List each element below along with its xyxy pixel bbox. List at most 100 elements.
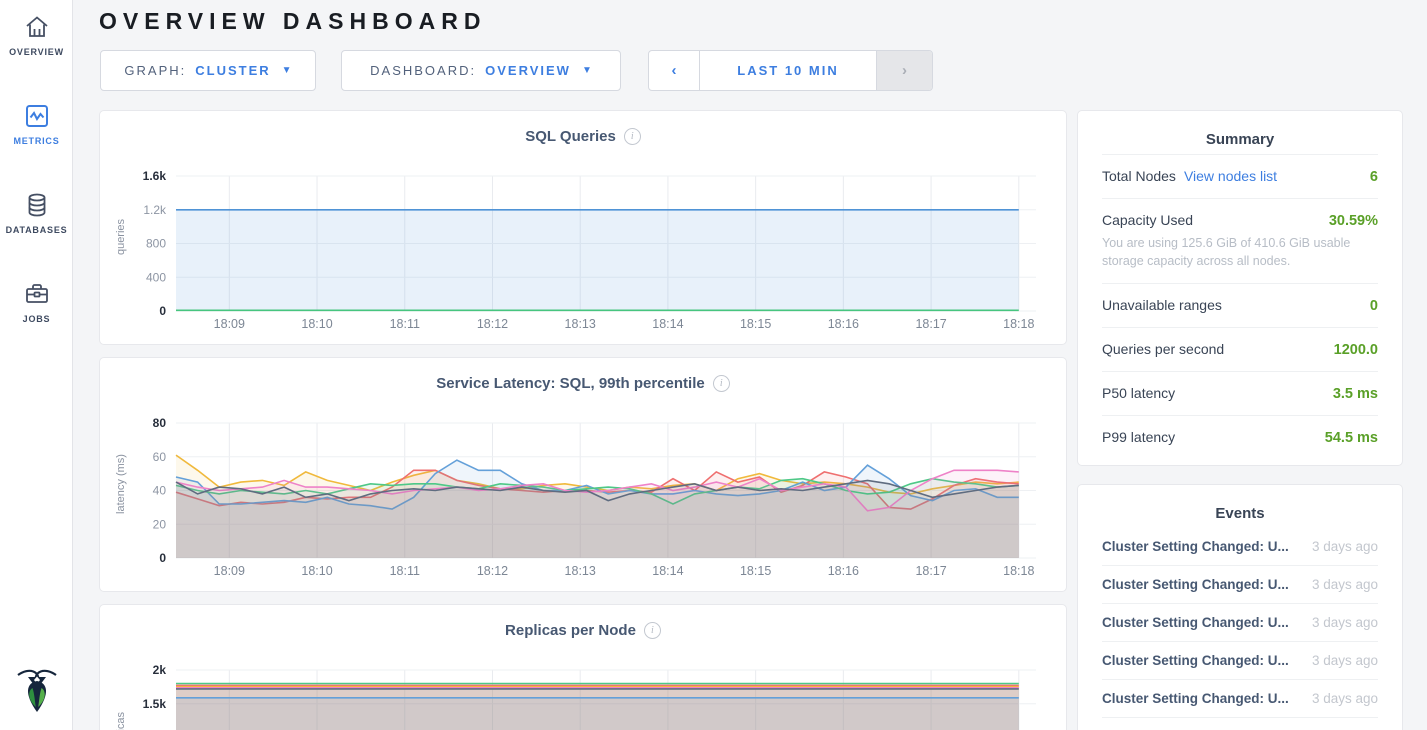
sidebar-item-metrics[interactable]: METRICS	[0, 89, 73, 156]
svg-text:80: 80	[153, 416, 167, 430]
chart-title: Replicas per Node	[505, 622, 636, 639]
unavailable-ranges-value: 0	[1369, 298, 1378, 315]
event-time: 3 days ago	[1311, 539, 1378, 555]
event-text: Cluster Setting Changed: U...	[1102, 615, 1289, 631]
view-nodes-list-link[interactable]: View nodes list	[1183, 168, 1278, 184]
svg-text:1.5k: 1.5k	[143, 697, 167, 711]
right-column: Summary Total Nodes View nodes list 6 Ca…	[1077, 110, 1403, 730]
event-row[interactable]: Cluster Setting Changed: U... 3 days ago	[1102, 679, 1378, 717]
database-icon	[24, 192, 50, 218]
event-text: Cluster Setting Changed: U...	[1102, 577, 1289, 593]
unavailable-ranges-label: Unavailable ranges	[1102, 297, 1222, 314]
summary-panel: Summary Total Nodes View nodes list 6 Ca…	[1077, 110, 1403, 467]
summary-row-total-nodes: Total Nodes View nodes list 6	[1102, 154, 1378, 198]
chevron-down-icon: ▼	[281, 65, 292, 76]
event-time: 3 days ago	[1311, 615, 1378, 631]
event-time: 3 days ago	[1311, 577, 1378, 593]
p99-latency-value: 54.5 ms	[1324, 430, 1378, 447]
svg-text:18:10: 18:10	[301, 564, 332, 578]
svg-text:400: 400	[146, 270, 166, 284]
event-row[interactable]: Cluster Setting Changed: U... 3 days ago	[1102, 603, 1378, 641]
summary-title: Summary	[1205, 131, 1275, 148]
event-row[interactable]: Cluster Setting Changed: U...3 days ago	[1102, 717, 1378, 730]
dashboard-dropdown-value: OVERVIEW	[485, 63, 571, 78]
service-latency-plot[interactable]: 18:09 18:10 18:11 18:12 18:13 18:14 18:15 18:16…	[100, 358, 1068, 593]
capacity-used-label: Capacity Used	[1102, 212, 1194, 228]
events-panel: Events Cluster Setting Changed: U... 3 da…	[1077, 484, 1403, 730]
sidebar-item-label: DATABASES	[5, 225, 68, 235]
p99-latency-label: P99 latency	[1102, 429, 1176, 446]
chevron-down-icon: ▼	[581, 65, 592, 76]
events-list: Cluster Setting Changed: U... 3 days ago C…	[1102, 528, 1378, 730]
home-icon	[24, 14, 50, 40]
svg-text:18:14: 18:14	[652, 317, 683, 331]
svg-text:18:13: 18:13	[565, 317, 596, 331]
event-text: Cluster Setting Changed: U...	[1102, 653, 1289, 669]
info-icon[interactable]: i	[712, 375, 730, 392]
info-icon[interactable]: i	[623, 128, 641, 145]
svg-text:18:17: 18:17	[915, 564, 946, 578]
time-next-button[interactable]: ›	[876, 51, 932, 90]
replicas-per-node-plot[interactable]: 18:0918:1018:1118:1218:1318:1418:1518:16…	[100, 605, 1068, 730]
svg-text:18:15: 18:15	[740, 317, 771, 331]
summary-row-p99: P99 latency 54.5 ms	[1102, 415, 1378, 459]
summary-row-p50: P50 latency 3.5 ms	[1102, 371, 1378, 415]
time-range-value[interactable]: LAST 10 MIN	[737, 63, 839, 78]
svg-text:18:16: 18:16	[828, 564, 859, 578]
svg-text:800: 800	[146, 237, 166, 251]
svg-text:18:13: 18:13	[565, 564, 596, 578]
dashboard-dropdown-label: DASHBOARD:	[370, 63, 477, 78]
svg-text:60: 60	[153, 450, 167, 464]
graph-dropdown[interactable]: GRAPH: CLUSTER ▼	[100, 50, 316, 91]
summary-row-qps: Queries per second 1200.0	[1102, 327, 1378, 371]
summary-row-capacity: Capacity Used 30.59% You are using 125.6…	[1102, 198, 1378, 283]
event-time: 3 days ago	[1311, 653, 1378, 669]
svg-text:2k: 2k	[153, 663, 167, 677]
svg-text:18:15: 18:15	[740, 564, 771, 578]
event-row[interactable]: Cluster Setting Changed: U...3 days ago	[1102, 528, 1378, 565]
p50-latency-value: 3.5 ms	[1332, 386, 1378, 403]
dashboard-dropdown[interactable]: DASHBOARD: OVERVIEW ▼	[341, 50, 621, 91]
sidebar-item-label: METRICS	[13, 136, 60, 146]
sidebar-item-jobs[interactable]: JOBS	[0, 267, 73, 334]
svg-text:18:12: 18:12	[477, 317, 508, 331]
capacity-used-value: 30.59%	[1328, 213, 1378, 229]
graph-dropdown-value: CLUSTER	[195, 63, 271, 78]
graph-dropdown-label: GRAPH:	[124, 63, 187, 78]
qps-value: 1200.0	[1333, 342, 1378, 359]
qps-label: Queries per second	[1102, 341, 1225, 358]
svg-text:18:09: 18:09	[214, 317, 245, 331]
event-text: Cluster Setting Changed: U...	[1102, 691, 1289, 707]
summary-row-unavailable-ranges: Unavailable ranges 0	[1102, 283, 1378, 327]
metrics-icon	[24, 103, 50, 129]
info-icon[interactable]: i	[643, 622, 661, 639]
event-row[interactable]: Cluster Setting Changed: U... 3 days ago	[1102, 641, 1378, 679]
svg-text:18:11: 18:11	[390, 564, 420, 578]
total-nodes-value: 6	[1369, 169, 1378, 185]
event-row[interactable]: Cluster Setting Changed: U... 3 days ago	[1102, 565, 1378, 603]
chevron-right-icon: ›	[902, 62, 907, 79]
svg-text:18:10: 18:10	[301, 317, 332, 331]
chart-replicas-per-node: Replicas per Node i replicas 18:0918:101…	[99, 604, 1067, 730]
sql-queries-plot[interactable]: 18:09 18:10 18:11 18:12 18:13 18:14 18:15 18:16…	[100, 111, 1068, 346]
chart-sql-queries: SQL Queries i queries 18:09 18:10 18:11 18:…	[99, 110, 1067, 345]
chevron-left-icon: ‹	[671, 62, 677, 79]
capacity-used-note: You are using 125.6 GiB of 410.6 GiB usa…	[1102, 236, 1351, 269]
svg-text:18:18: 18:18	[1003, 564, 1034, 578]
sidebar-item-databases[interactable]: DATABASES	[0, 178, 73, 245]
svg-text:18:09: 18:09	[214, 564, 245, 578]
svg-text:18:17: 18:17	[915, 317, 946, 331]
p50-latency-label: P50 latency	[1102, 385, 1176, 402]
controls-bar: GRAPH: CLUSTER ▼ DASHBOARD: OVERVIEW ▼ ‹…	[0, 50, 1427, 91]
chart-title: SQL Queries	[525, 128, 616, 145]
event-time: 3 days ago	[1311, 691, 1378, 707]
svg-text:18:12: 18:12	[477, 564, 508, 578]
svg-text:40: 40	[153, 484, 167, 498]
sidebar-item-overview[interactable]: OVERVIEW	[0, 0, 73, 67]
svg-text:0: 0	[159, 304, 166, 318]
time-prev-button[interactable]: ‹	[649, 51, 700, 90]
sidebar: OVERVIEW METRICS DATABASES JOBS	[0, 0, 73, 730]
svg-text:18:18: 18:18	[1003, 317, 1034, 331]
total-nodes-label: Total Nodes	[1102, 168, 1176, 184]
svg-text:18:16: 18:16	[828, 317, 859, 331]
